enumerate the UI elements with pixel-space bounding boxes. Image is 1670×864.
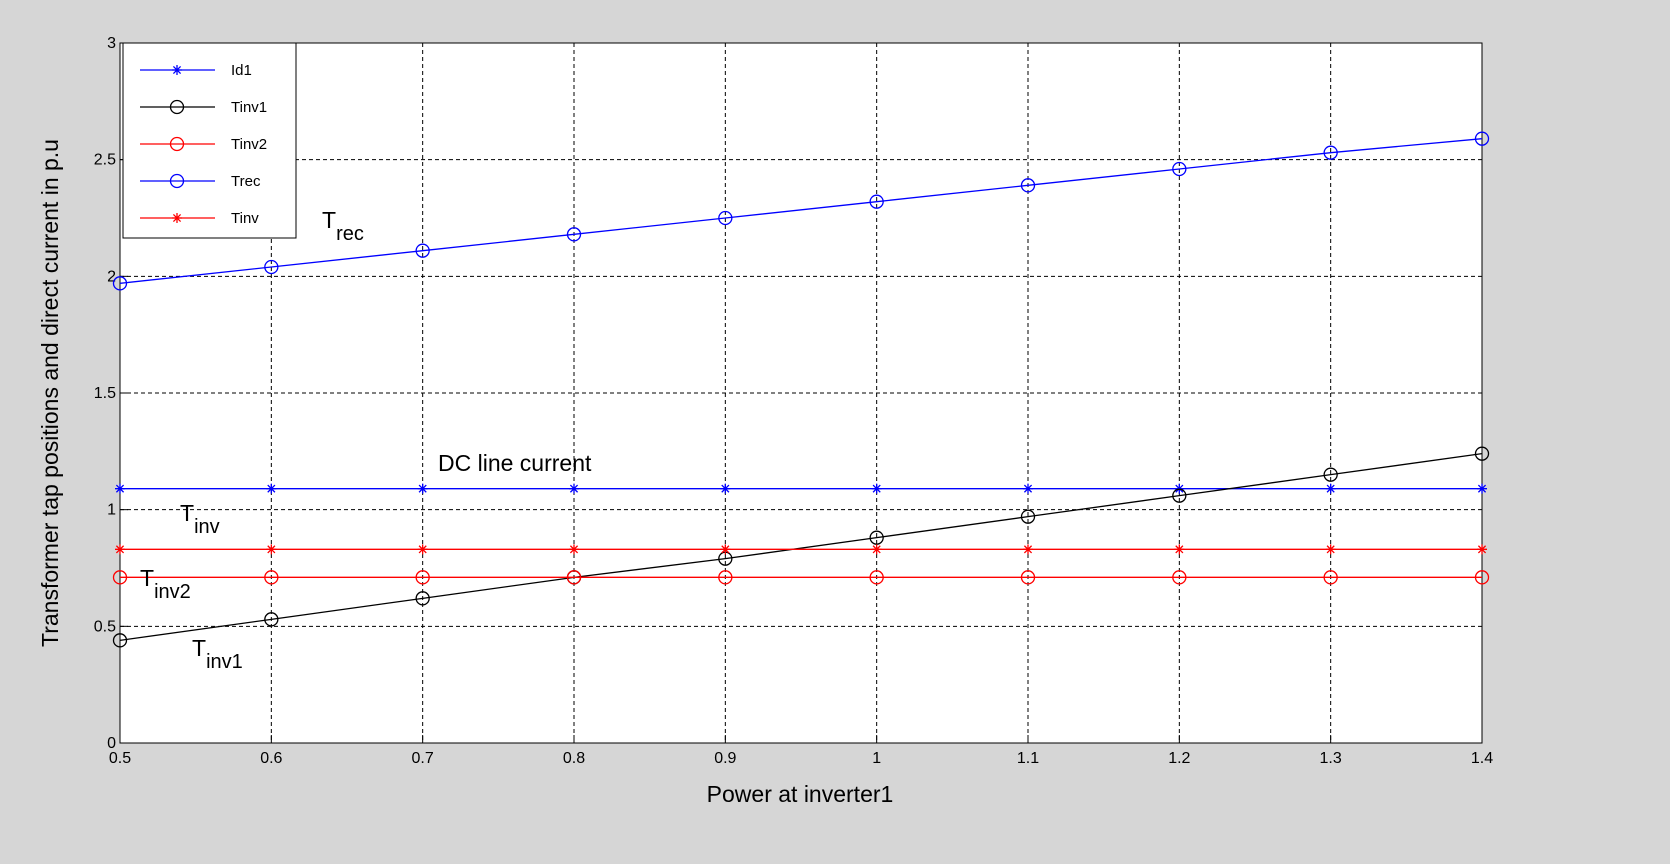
annotation: Tinv1 [192, 635, 243, 673]
data-point [415, 570, 430, 585]
data-point [566, 570, 582, 585]
data-point [417, 483, 428, 494]
x-tick-label: 1.3 [1320, 750, 1342, 767]
series-line [119, 138, 1483, 284]
annotation-text: DC line current [438, 450, 592, 476]
data-point [415, 243, 430, 258]
y-axis-label: Transformer tap positions and direct cur… [37, 139, 63, 647]
annotation: Trec [322, 207, 364, 245]
x-tick-label: 1.4 [1471, 750, 1493, 767]
data-point [1474, 131, 1490, 146]
annotation-subscript: inv [194, 516, 220, 538]
annotation-subscript: rec [336, 223, 364, 245]
data-point [1174, 544, 1185, 555]
annotation-text: T [180, 500, 194, 526]
data-point [871, 544, 882, 555]
data-point [112, 276, 128, 291]
data-point [1020, 178, 1036, 193]
data-point [1023, 483, 1033, 494]
y-tick-label: 2 [107, 268, 116, 285]
data-point [1323, 570, 1338, 585]
data-point [417, 544, 428, 555]
annotation-text: T [140, 565, 154, 591]
data-point [264, 612, 279, 627]
data-point [112, 570, 128, 585]
x-tick-label: 0.9 [714, 750, 736, 767]
x-tick-label: 1 [872, 750, 881, 767]
y-tick-label: 2.5 [94, 152, 116, 169]
data-point [1474, 570, 1490, 585]
y-tick-label: 0.5 [94, 618, 116, 635]
data-point [869, 570, 884, 585]
data-point [569, 544, 579, 555]
data-point [1325, 544, 1336, 555]
annotation: Tinv2 [140, 565, 191, 603]
legend-label: Tinv [231, 210, 259, 227]
y-tick-label: 1 [107, 502, 116, 519]
x-tick-label: 0.8 [563, 750, 585, 767]
data-point [115, 544, 125, 555]
legend-label: Trec [231, 173, 261, 190]
data-point [720, 483, 731, 494]
annotation-text: T [322, 207, 336, 233]
legend-label: Tinv2 [231, 136, 267, 153]
data-point [718, 210, 733, 226]
data-point [264, 570, 279, 585]
data-point [1020, 570, 1036, 585]
data-point [1477, 483, 1487, 494]
annotation-subscript: inv1 [206, 651, 243, 673]
data-point [266, 544, 277, 555]
data-point [112, 633, 128, 648]
data-point [1323, 145, 1338, 160]
legend [122, 42, 297, 239]
data-point [1172, 488, 1187, 503]
data-point [1474, 446, 1490, 461]
data-point [415, 591, 430, 606]
data-point [566, 227, 582, 242]
data-point [1172, 570, 1187, 585]
legend-marker [169, 173, 185, 189]
data-point [264, 259, 279, 275]
y-tick-label: 1.5 [94, 385, 116, 402]
annotation: Tinv [180, 500, 220, 538]
annotation-subscript: inv2 [154, 581, 191, 603]
x-axis-label: Power at inverter1 [707, 781, 894, 807]
data-point [1020, 509, 1036, 524]
legend-marker [172, 213, 182, 223]
data-point [718, 570, 733, 585]
x-tick-label: 0.5 [109, 750, 131, 767]
axes-frame [119, 42, 1483, 744]
legend-label: Tinv1 [231, 99, 267, 116]
data-point [1323, 467, 1338, 482]
data-point [569, 483, 579, 494]
data-point [1477, 544, 1487, 555]
series-line [119, 453, 1483, 641]
data-point [1172, 161, 1187, 177]
data-point [720, 544, 731, 555]
x-tick-label: 1.1 [1017, 750, 1039, 767]
data-point [115, 483, 125, 494]
data-point [871, 483, 882, 494]
x-tick-label: 1.2 [1168, 750, 1190, 767]
legend-marker [172, 65, 182, 75]
data-point [1023, 544, 1033, 555]
legend-marker [169, 136, 185, 152]
legend-label: Id1 [231, 62, 252, 79]
legend-marker [169, 99, 185, 115]
x-tick-label: 0.6 [260, 750, 282, 767]
data-point [869, 194, 884, 209]
x-tick-label: 0.7 [412, 750, 434, 767]
data-point [869, 530, 884, 545]
y-tick-label: 3 [107, 35, 116, 52]
data-point [266, 483, 277, 494]
y-tick-label: 0 [107, 735, 116, 752]
annotation-text: T [192, 635, 206, 661]
data-point [1325, 483, 1336, 494]
annotation: DC line current [438, 450, 592, 476]
